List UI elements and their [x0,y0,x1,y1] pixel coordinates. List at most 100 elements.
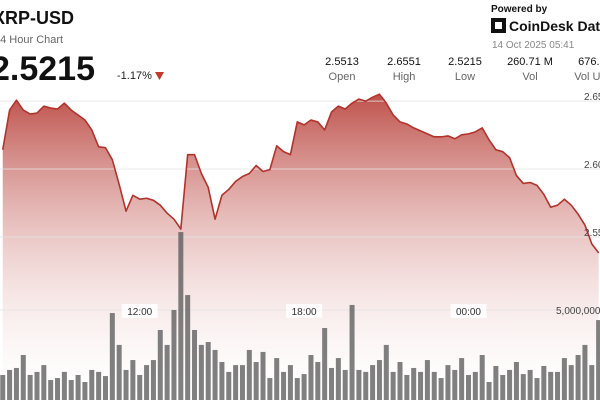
powered-by: Powered by [491,4,548,15]
volume-bar [102,376,108,400]
volume-bar [390,371,396,400]
volume-bar [68,380,74,400]
volume-bar [281,371,287,400]
volume-bar [192,329,198,400]
volume-bar [335,358,341,400]
x-tick-label: 00:00 [456,307,481,318]
volume-bar [198,344,204,400]
volume-bar [219,362,225,400]
volume-bar [541,365,547,400]
volume-bar [150,360,156,400]
volume-bar [575,355,581,400]
volume-bar [171,310,177,400]
volume-bar [459,358,465,400]
volume-bar [34,371,40,400]
y2-tick-label: 5,000,000 [556,306,600,317]
volume-bar [157,329,163,400]
volume-bar [486,382,492,400]
volume-bar [465,374,471,400]
x-tick-bg [121,304,158,318]
stat-label: Low [455,71,475,83]
y-tick-label: 2.65 [584,92,600,103]
volume-bar [561,358,567,400]
stat-label: Open [329,71,356,83]
volume-bar [13,367,19,400]
volume-bar [322,328,328,400]
stat-value: 260.71 M [507,56,553,68]
volume-bar [55,378,61,400]
y-tick-label: 2.60 [584,160,600,171]
volume-bar [294,378,300,400]
volume-bar [178,232,184,400]
volume-bar [596,320,600,400]
volume-bar [582,344,588,400]
volume-bar [82,382,88,400]
price: 2.5215 [0,50,95,88]
stat-value: 2.6551 [387,56,421,68]
volume-bar [315,362,321,400]
volume-bar [527,369,533,400]
change: -1.17% [117,70,152,82]
volume-bar [418,371,424,400]
volume-bar [370,365,376,400]
volume-bar [212,349,218,400]
volume-bar [589,365,595,400]
volume-bar [116,344,122,400]
subtitle: 24 Hour Chart [0,34,63,46]
volume-bar [27,374,33,400]
volume-bar [356,369,362,400]
brand-name: CoinDesk Data [509,18,600,34]
volume-bar [342,369,348,400]
volume-bar [308,355,314,400]
stat-label: High [393,71,416,83]
title: XRP-USD [0,8,74,28]
volume-bar [260,351,266,400]
volume-bar [274,358,280,400]
brand-logo-inner [495,22,502,29]
volume-bar [363,371,369,400]
volume-bar [397,362,403,400]
volume-bar [507,369,513,400]
volume-bar [329,367,335,400]
volume-bar [548,371,554,400]
volume-bar [253,362,259,400]
volume-bar [61,371,67,400]
volume-bar [233,365,239,400]
volume-bar [20,355,26,400]
volume-bar [568,365,574,400]
stat-label: Vol USD [574,71,600,83]
volume-bar [349,304,355,400]
volume-bar [404,374,410,400]
volume-bar [0,374,6,400]
stat-value: 676.09 [578,56,600,68]
volume-bar [267,378,273,400]
volume-bar [137,374,143,400]
area-fill [2,94,599,400]
volume-bar [534,378,540,400]
volume-bar [75,374,81,400]
volume-bar [144,365,150,400]
volume-bar [301,374,307,400]
down-arrow [155,72,164,80]
volume-bar [452,369,458,400]
volume-bar [287,365,293,400]
volume-bar [500,374,506,400]
volume-bar [411,367,417,400]
volume-bar [513,362,519,400]
volume-bar [424,360,430,400]
timestamp: 14 Oct 2025 05:41 [492,40,575,51]
x-tick-label: 18:00 [292,307,317,318]
y-tick-label: 2.55 [584,228,600,239]
volume-bar [205,342,211,400]
stat-value: 2.5215 [448,56,482,68]
volume-bar [89,369,95,400]
volume-bar [479,355,485,400]
volume-bar [493,365,499,400]
volume-bar [239,365,245,400]
x-tick-bg [450,304,487,318]
volume-bar [226,371,232,400]
volume-bar [246,349,252,400]
volume-bar [376,360,382,400]
volume-bar [123,369,129,400]
